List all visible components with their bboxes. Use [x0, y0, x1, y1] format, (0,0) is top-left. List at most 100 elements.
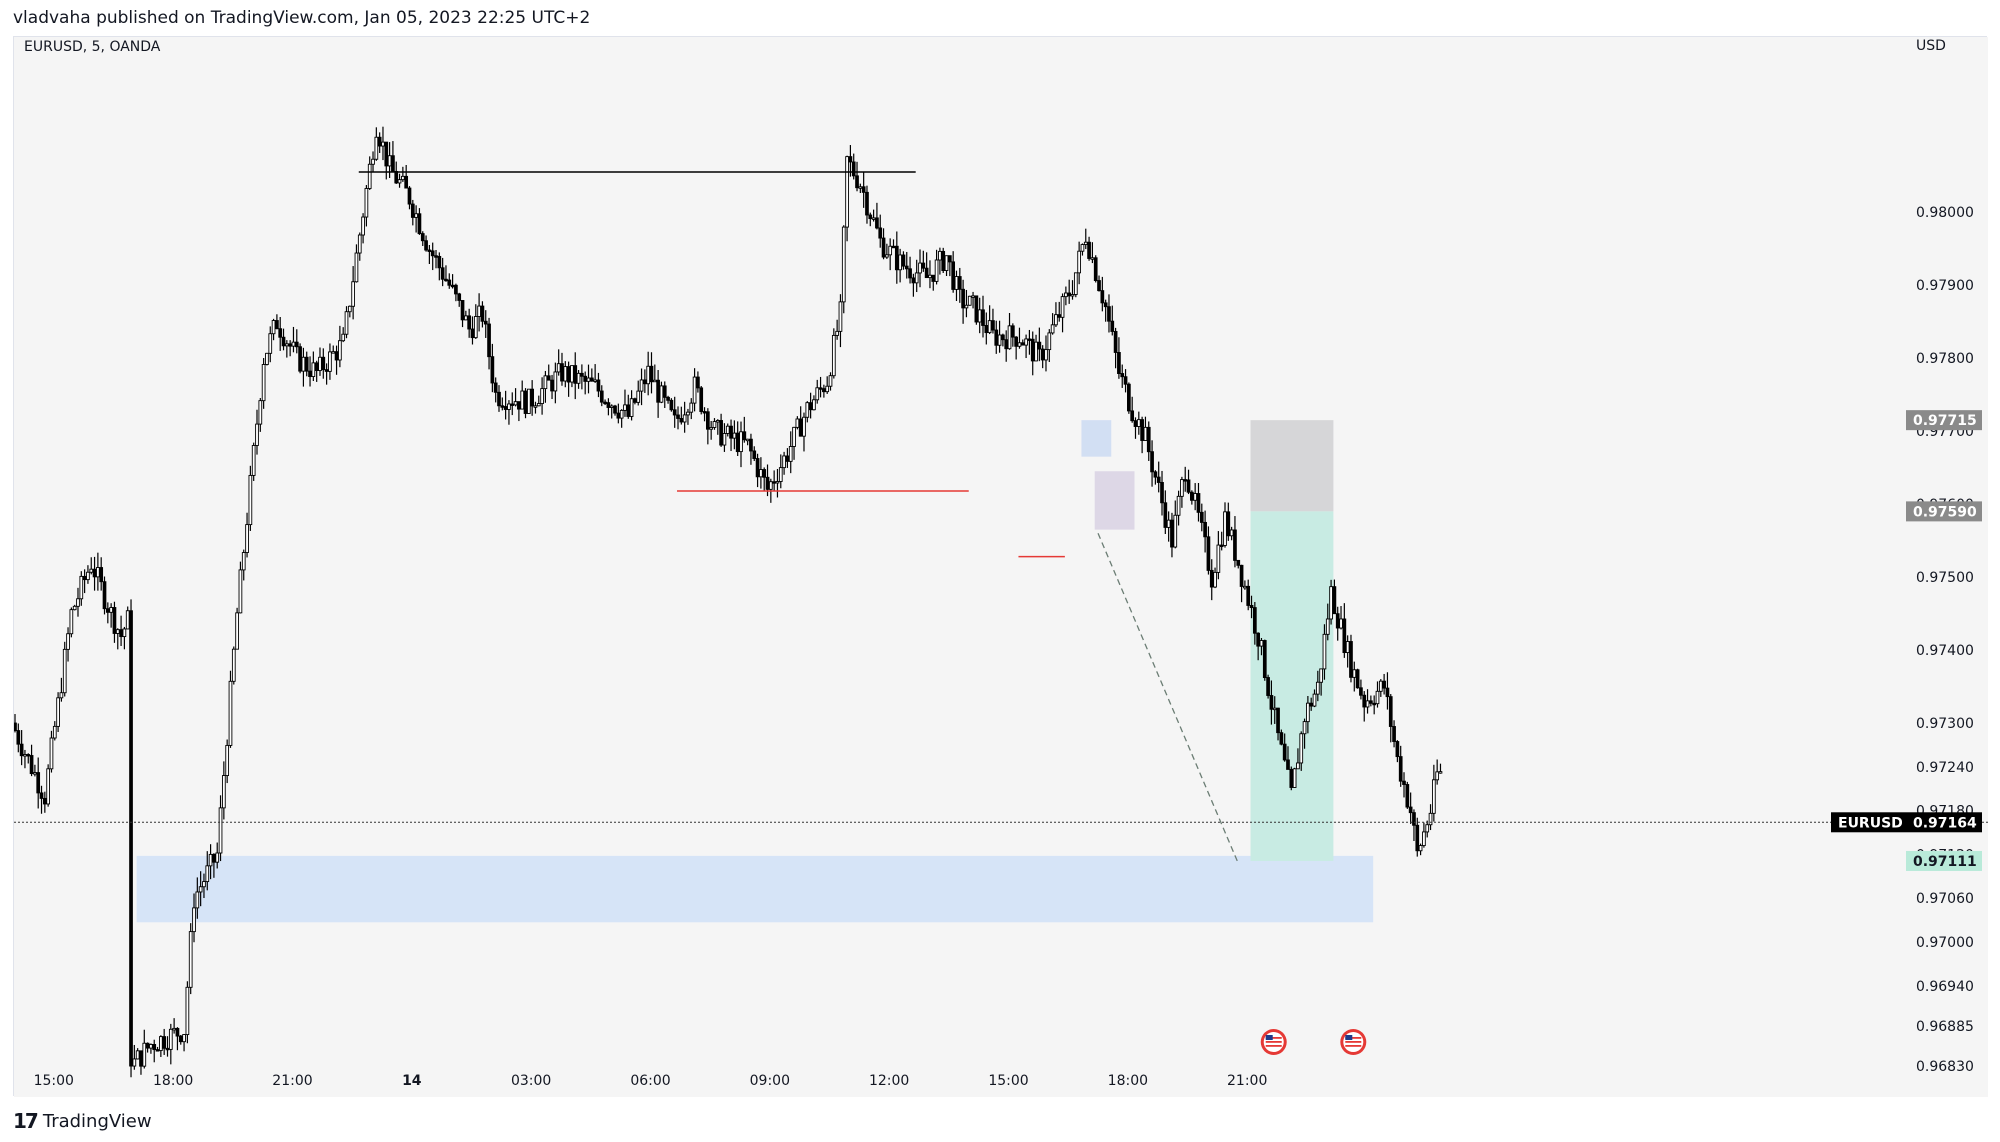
candle-body — [533, 405, 538, 408]
candle-body — [304, 356, 309, 372]
candle-body — [898, 254, 902, 271]
candle-body — [331, 351, 336, 354]
candle-body — [1269, 695, 1274, 710]
candle-body — [420, 233, 425, 242]
candle-body — [384, 141, 389, 167]
candle-body — [407, 187, 412, 205]
candle-body — [42, 797, 47, 805]
candle-body — [1170, 519, 1174, 548]
candle-body — [1319, 668, 1323, 683]
candle-body — [198, 886, 203, 893]
candle-body — [752, 450, 757, 459]
time-axis[interactable]: 15:00 18:00 21:00 14 03:00 06:00 09:00 12:00 15:… — [34, 1073, 1268, 1089]
candle-body — [221, 775, 226, 809]
candle-body — [178, 1035, 183, 1043]
candle-body — [560, 363, 564, 382]
candle-body — [112, 607, 117, 634]
candle-body — [288, 343, 293, 347]
candle-body — [749, 438, 753, 452]
candle-body — [1256, 632, 1261, 647]
candle-body — [507, 403, 511, 410]
candle-body — [1329, 586, 1333, 620]
candle-body — [1332, 586, 1337, 615]
candle-body — [119, 629, 123, 638]
candles-layer — [14, 126, 1443, 1078]
candle-body — [1325, 618, 1330, 635]
candle-body — [1186, 479, 1191, 493]
candle-body — [735, 432, 740, 453]
candle-body — [871, 217, 876, 220]
candle-body — [208, 853, 213, 867]
candle-body — [875, 217, 879, 229]
price-tick-label: 0.96940 — [1916, 979, 1974, 995]
candle-body — [576, 372, 581, 384]
candle-body — [1365, 700, 1370, 708]
candle-body — [1422, 831, 1426, 847]
candle-body — [772, 481, 777, 484]
candle-body — [523, 390, 528, 414]
candle-body — [162, 1036, 167, 1049]
candle-body — [59, 692, 64, 699]
candle-body — [145, 1042, 150, 1049]
price-chart[interactable]: EURUSD, 5, OANDA USD 0.98000 0.97900 0.978… — [14, 37, 1988, 1097]
candle-body — [23, 754, 27, 757]
candle-body — [96, 567, 100, 578]
last-price-value: 0.97164 — [1913, 815, 1977, 831]
candle-body — [434, 255, 438, 258]
candle-body — [1140, 419, 1144, 441]
candle-body — [29, 755, 34, 775]
candle-body — [586, 377, 591, 382]
candle-body — [964, 304, 969, 309]
candle-body — [125, 610, 130, 630]
candle-body — [722, 433, 727, 446]
candle-body — [513, 401, 518, 406]
candle-body — [858, 186, 863, 189]
candle-body — [606, 402, 611, 408]
price-labels: 0.97715 0.97590 0.97111 EURUSD 0.97164 — [1831, 410, 1982, 871]
candle-body — [1133, 420, 1138, 427]
candle-body — [135, 1050, 140, 1060]
take-profit-price-tag: 0.97111 — [1913, 854, 1977, 870]
candle-body — [1160, 482, 1164, 504]
candle-body — [656, 379, 660, 403]
candle-body — [841, 226, 846, 303]
candle-body — [294, 341, 299, 348]
candle-body — [851, 161, 856, 177]
candle-body — [1100, 290, 1105, 304]
chart-frame[interactable]: EURUSD, 5, OANDA USD 0.98000 0.97900 0.978… — [13, 36, 1988, 1097]
candle-body — [546, 375, 551, 381]
candle-body — [520, 390, 525, 410]
candle-body — [1176, 495, 1181, 516]
candle-body — [676, 414, 680, 419]
candle-body — [696, 376, 700, 389]
candle-body — [1166, 519, 1171, 528]
candle-body — [1322, 633, 1327, 670]
publish-header: vladvaha published on TradingView.com, J… — [13, 8, 591, 28]
candle-body — [1302, 721, 1307, 735]
candle-body — [1130, 410, 1135, 422]
candle-body — [540, 388, 544, 405]
candle-body — [159, 1036, 163, 1051]
candle-body — [36, 772, 41, 794]
candle-body — [172, 1027, 176, 1031]
candle-body — [258, 400, 263, 425]
candle-body — [669, 399, 674, 411]
candle-body — [497, 391, 501, 407]
candle-body — [1372, 702, 1377, 706]
candle-body — [646, 365, 651, 385]
us-flag-event-icon[interactable] — [1260, 1029, 1287, 1055]
supply-block-secondary — [1094, 471, 1135, 530]
candle-body — [1189, 491, 1194, 501]
candle-body — [202, 881, 206, 888]
candle-body — [427, 249, 432, 252]
us-flag-event-icon[interactable] — [1340, 1029, 1367, 1055]
candle-body — [1030, 338, 1035, 362]
time-tick-label: 03:00 — [511, 1073, 551, 1089]
candle-body — [719, 420, 723, 446]
candle-body — [1279, 732, 1284, 745]
candle-body — [1077, 250, 1081, 274]
candle-body — [314, 362, 319, 371]
event-markers[interactable] — [1260, 1029, 1367, 1055]
candle-body — [1037, 341, 1042, 350]
candle-body — [812, 399, 816, 411]
